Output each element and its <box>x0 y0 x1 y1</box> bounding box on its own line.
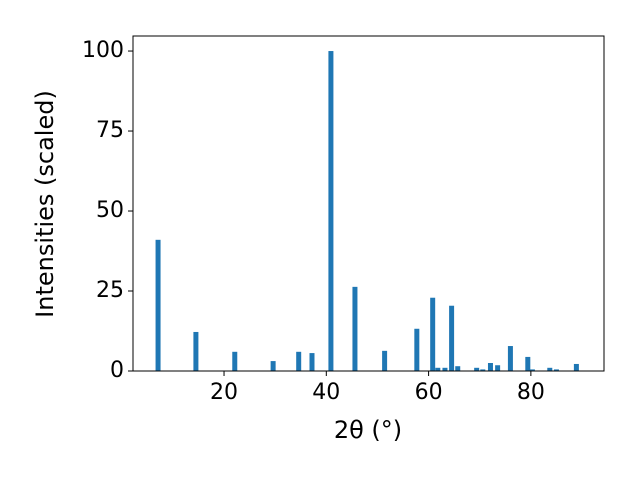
y-axis-label: Intensities (scaled) <box>31 90 59 318</box>
bar <box>529 369 535 371</box>
bar <box>507 346 513 371</box>
bar <box>328 51 334 371</box>
bar <box>270 361 276 371</box>
x-tick-label: 80 <box>517 380 545 405</box>
bar <box>442 367 448 371</box>
bar <box>414 328 420 371</box>
bar <box>480 369 486 371</box>
bar <box>487 363 493 371</box>
bar <box>547 367 553 371</box>
bar <box>455 366 461 371</box>
bar <box>474 367 480 371</box>
y-tick-label: 50 <box>96 198 124 223</box>
bar <box>495 365 501 371</box>
bar <box>352 286 358 371</box>
x-tick-label: 20 <box>210 380 238 405</box>
y-tick-label: 0 <box>110 358 124 383</box>
x-axis-label: 2θ (°) <box>334 416 402 444</box>
y-tick-label: 100 <box>82 38 124 63</box>
bar <box>430 297 436 371</box>
bar <box>232 351 238 371</box>
bar <box>573 363 579 371</box>
bar <box>296 351 302 371</box>
bar <box>155 239 161 371</box>
bar <box>449 305 455 371</box>
y-tick-label: 75 <box>96 118 124 143</box>
y-tick-label: 25 <box>96 278 124 303</box>
bar <box>435 367 441 371</box>
bar <box>193 331 199 371</box>
bar <box>525 356 531 371</box>
bar <box>553 369 559 371</box>
bar <box>309 353 315 371</box>
plot-frame <box>132 35 605 372</box>
x-tick-label: 60 <box>415 380 443 405</box>
x-tick-label: 40 <box>312 380 340 405</box>
bar <box>382 350 388 371</box>
